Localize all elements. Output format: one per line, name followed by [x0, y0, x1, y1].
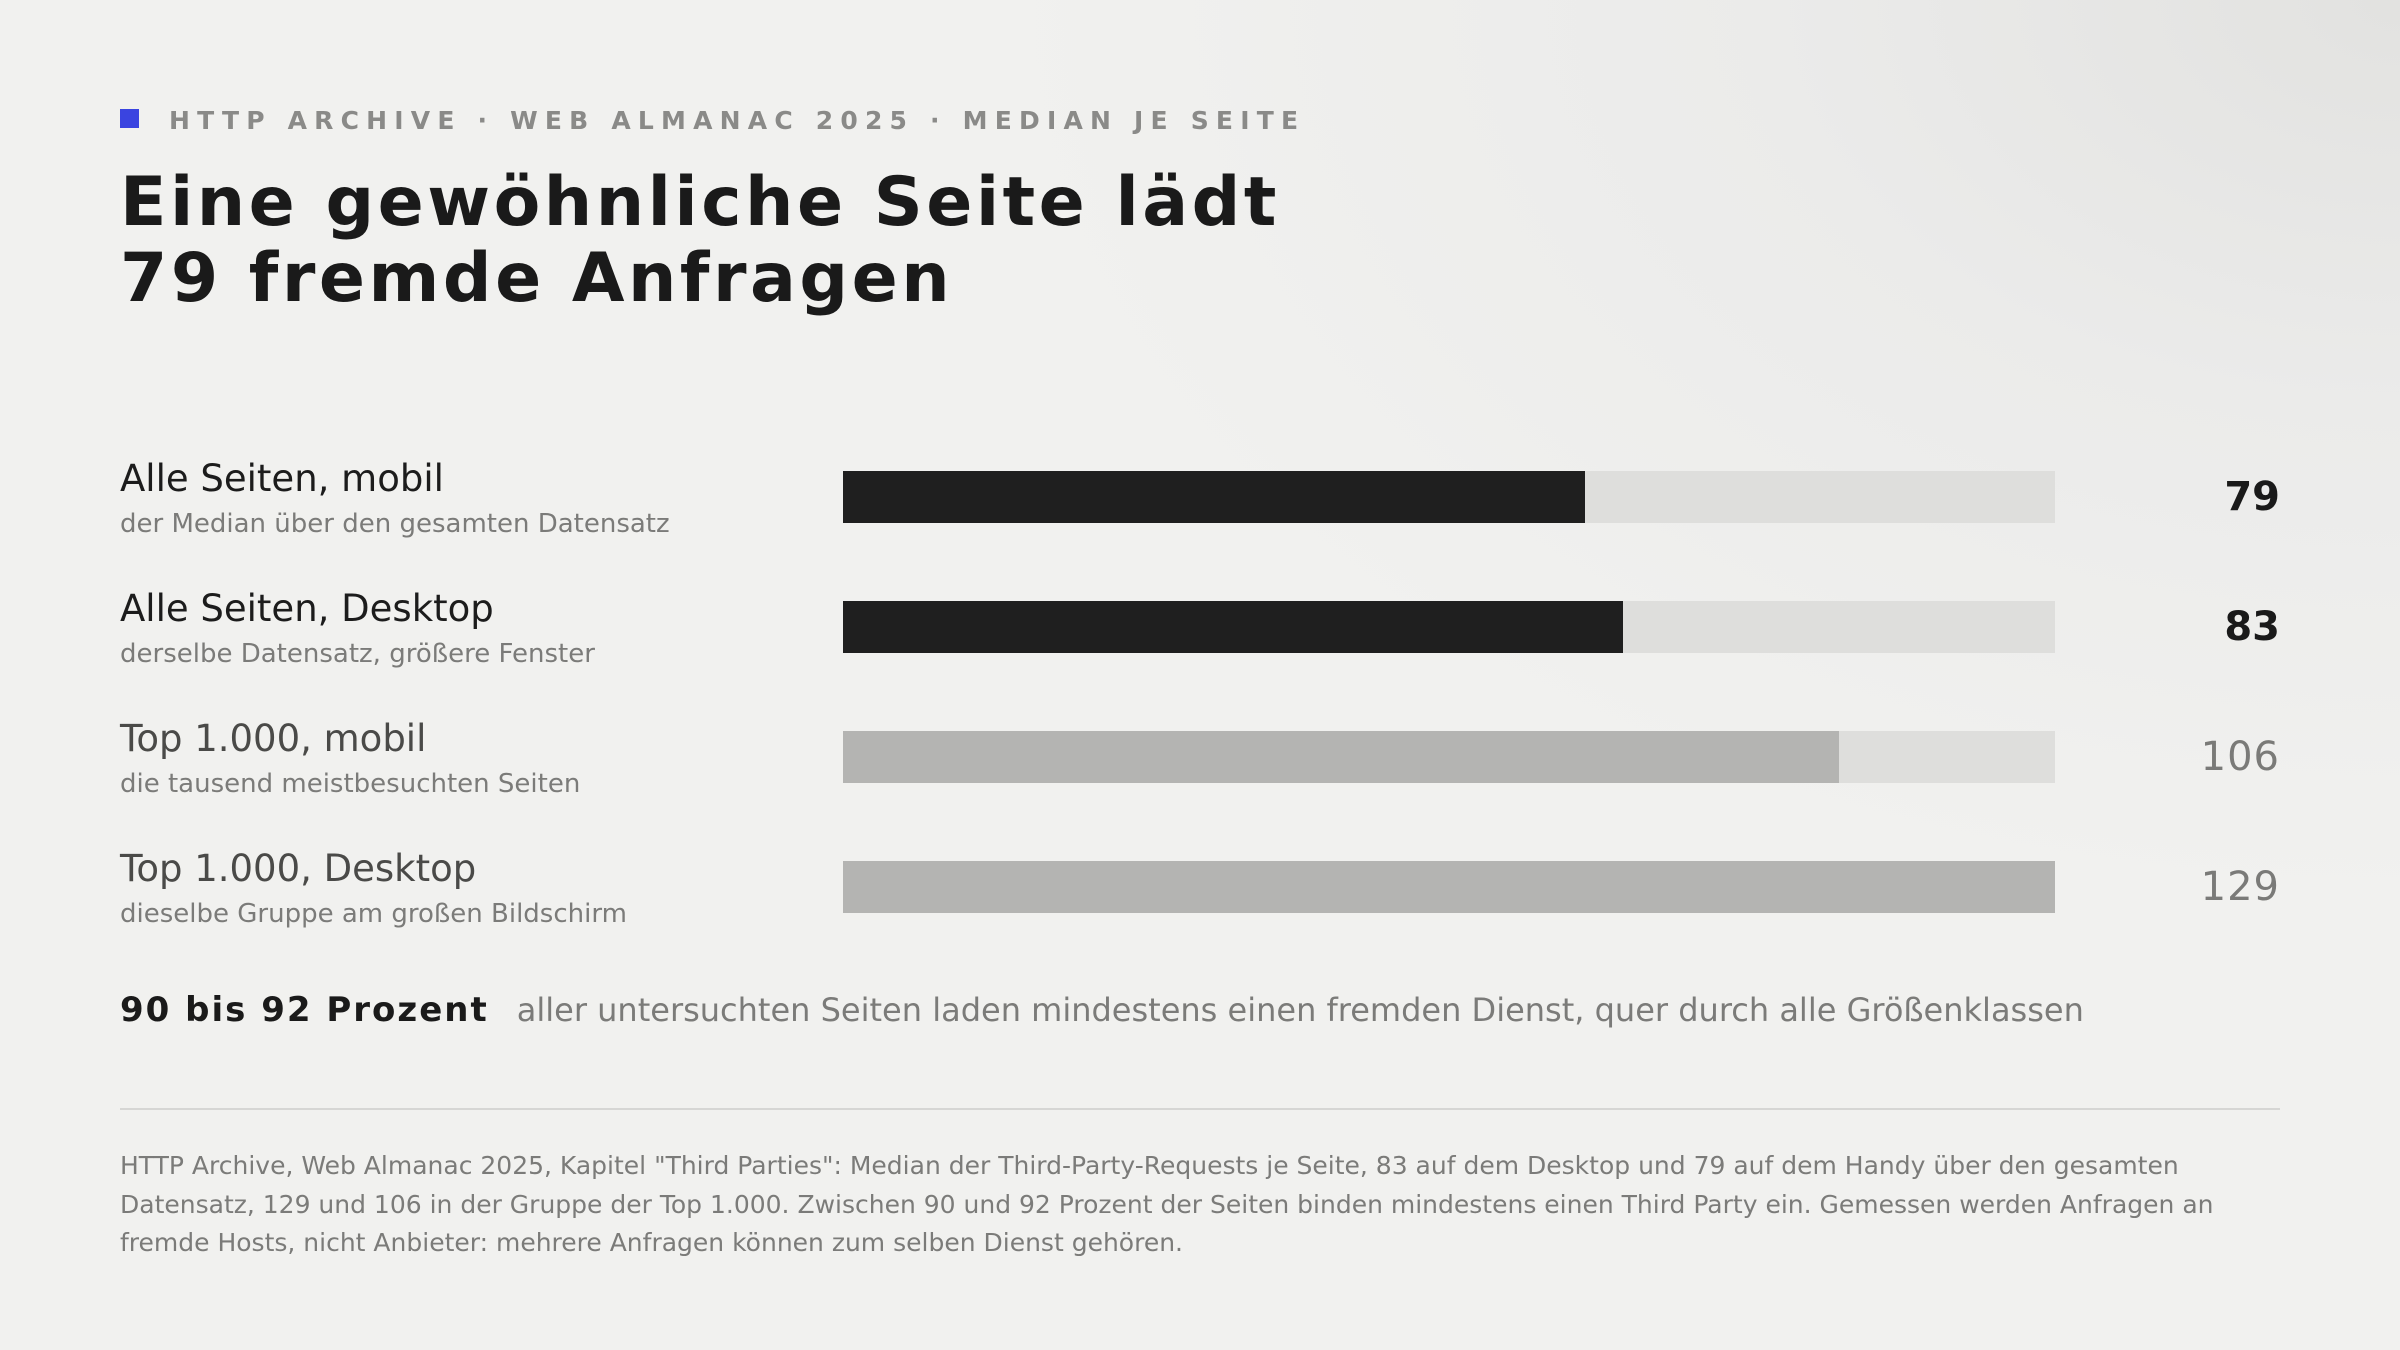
bar-track: [843, 731, 2055, 783]
bar-row: Alle Seiten, Desktop derselbe Datensatz, …: [0, 585, 2400, 715]
category-subtitle: die tausend meistbesuchten Seiten: [120, 769, 581, 799]
value-label: 129: [2200, 864, 2280, 910]
bar: [843, 601, 1623, 653]
accent-square-icon: [120, 108, 139, 128]
value-label: 79: [2224, 474, 2280, 520]
kicker: HTTP ARCHIVE · WEB ALMANAC 2025 · MEDIAN…: [120, 104, 1305, 136]
stat-text: aller untersuchten Seiten laden mindeste…: [516, 991, 2084, 1029]
bar-track: [843, 471, 2055, 523]
bar-row: Alle Seiten, mobil der Median über den ge…: [0, 455, 2400, 585]
bar: [843, 731, 1839, 783]
bar-row: Top 1.000, mobil die tausend meistbesucht…: [0, 715, 2400, 845]
bar: [843, 471, 1585, 523]
divider: [120, 1108, 2280, 1110]
category-subtitle: derselbe Datensatz, größere Fenster: [120, 639, 595, 669]
kicker-text: HTTP ARCHIVE · WEB ALMANAC 2025 · MEDIAN…: [169, 105, 1306, 135]
bar: [843, 861, 2055, 913]
category-label: Top 1.000, Desktop: [120, 847, 477, 890]
stat-callout: 90 bis 92 Prozent aller untersuchten Sei…: [120, 990, 2084, 1030]
category-label: Alle Seiten, mobil: [120, 457, 444, 500]
category-subtitle: dieselbe Gruppe am großen Bildschirm: [120, 899, 627, 929]
value-label: 106: [2200, 734, 2280, 780]
category-subtitle: der Median über den gesamten Datensatz: [120, 509, 670, 539]
bar-track: [843, 861, 2055, 913]
category-label: Top 1.000, mobil: [120, 717, 427, 760]
bar-row: Top 1.000, Desktop dieselbe Gruppe am gro…: [0, 845, 2400, 975]
bar-track: [843, 601, 2055, 653]
stat-highlight: 90 bis 92 Prozent: [120, 990, 489, 1030]
source-note: HTTP Archive, Web Almanac 2025, Kapitel …: [120, 1151, 2214, 1257]
title-line-1: Eine gewöhnliche Seite lädt: [120, 163, 1280, 242]
category-label: Alle Seiten, Desktop: [120, 587, 494, 630]
page-title: Eine gewöhnliche Seite lädt 79 fremde An…: [120, 165, 1520, 317]
title-line-2: 79 fremde Anfragen: [120, 239, 954, 318]
value-label: 83: [2224, 604, 2280, 650]
